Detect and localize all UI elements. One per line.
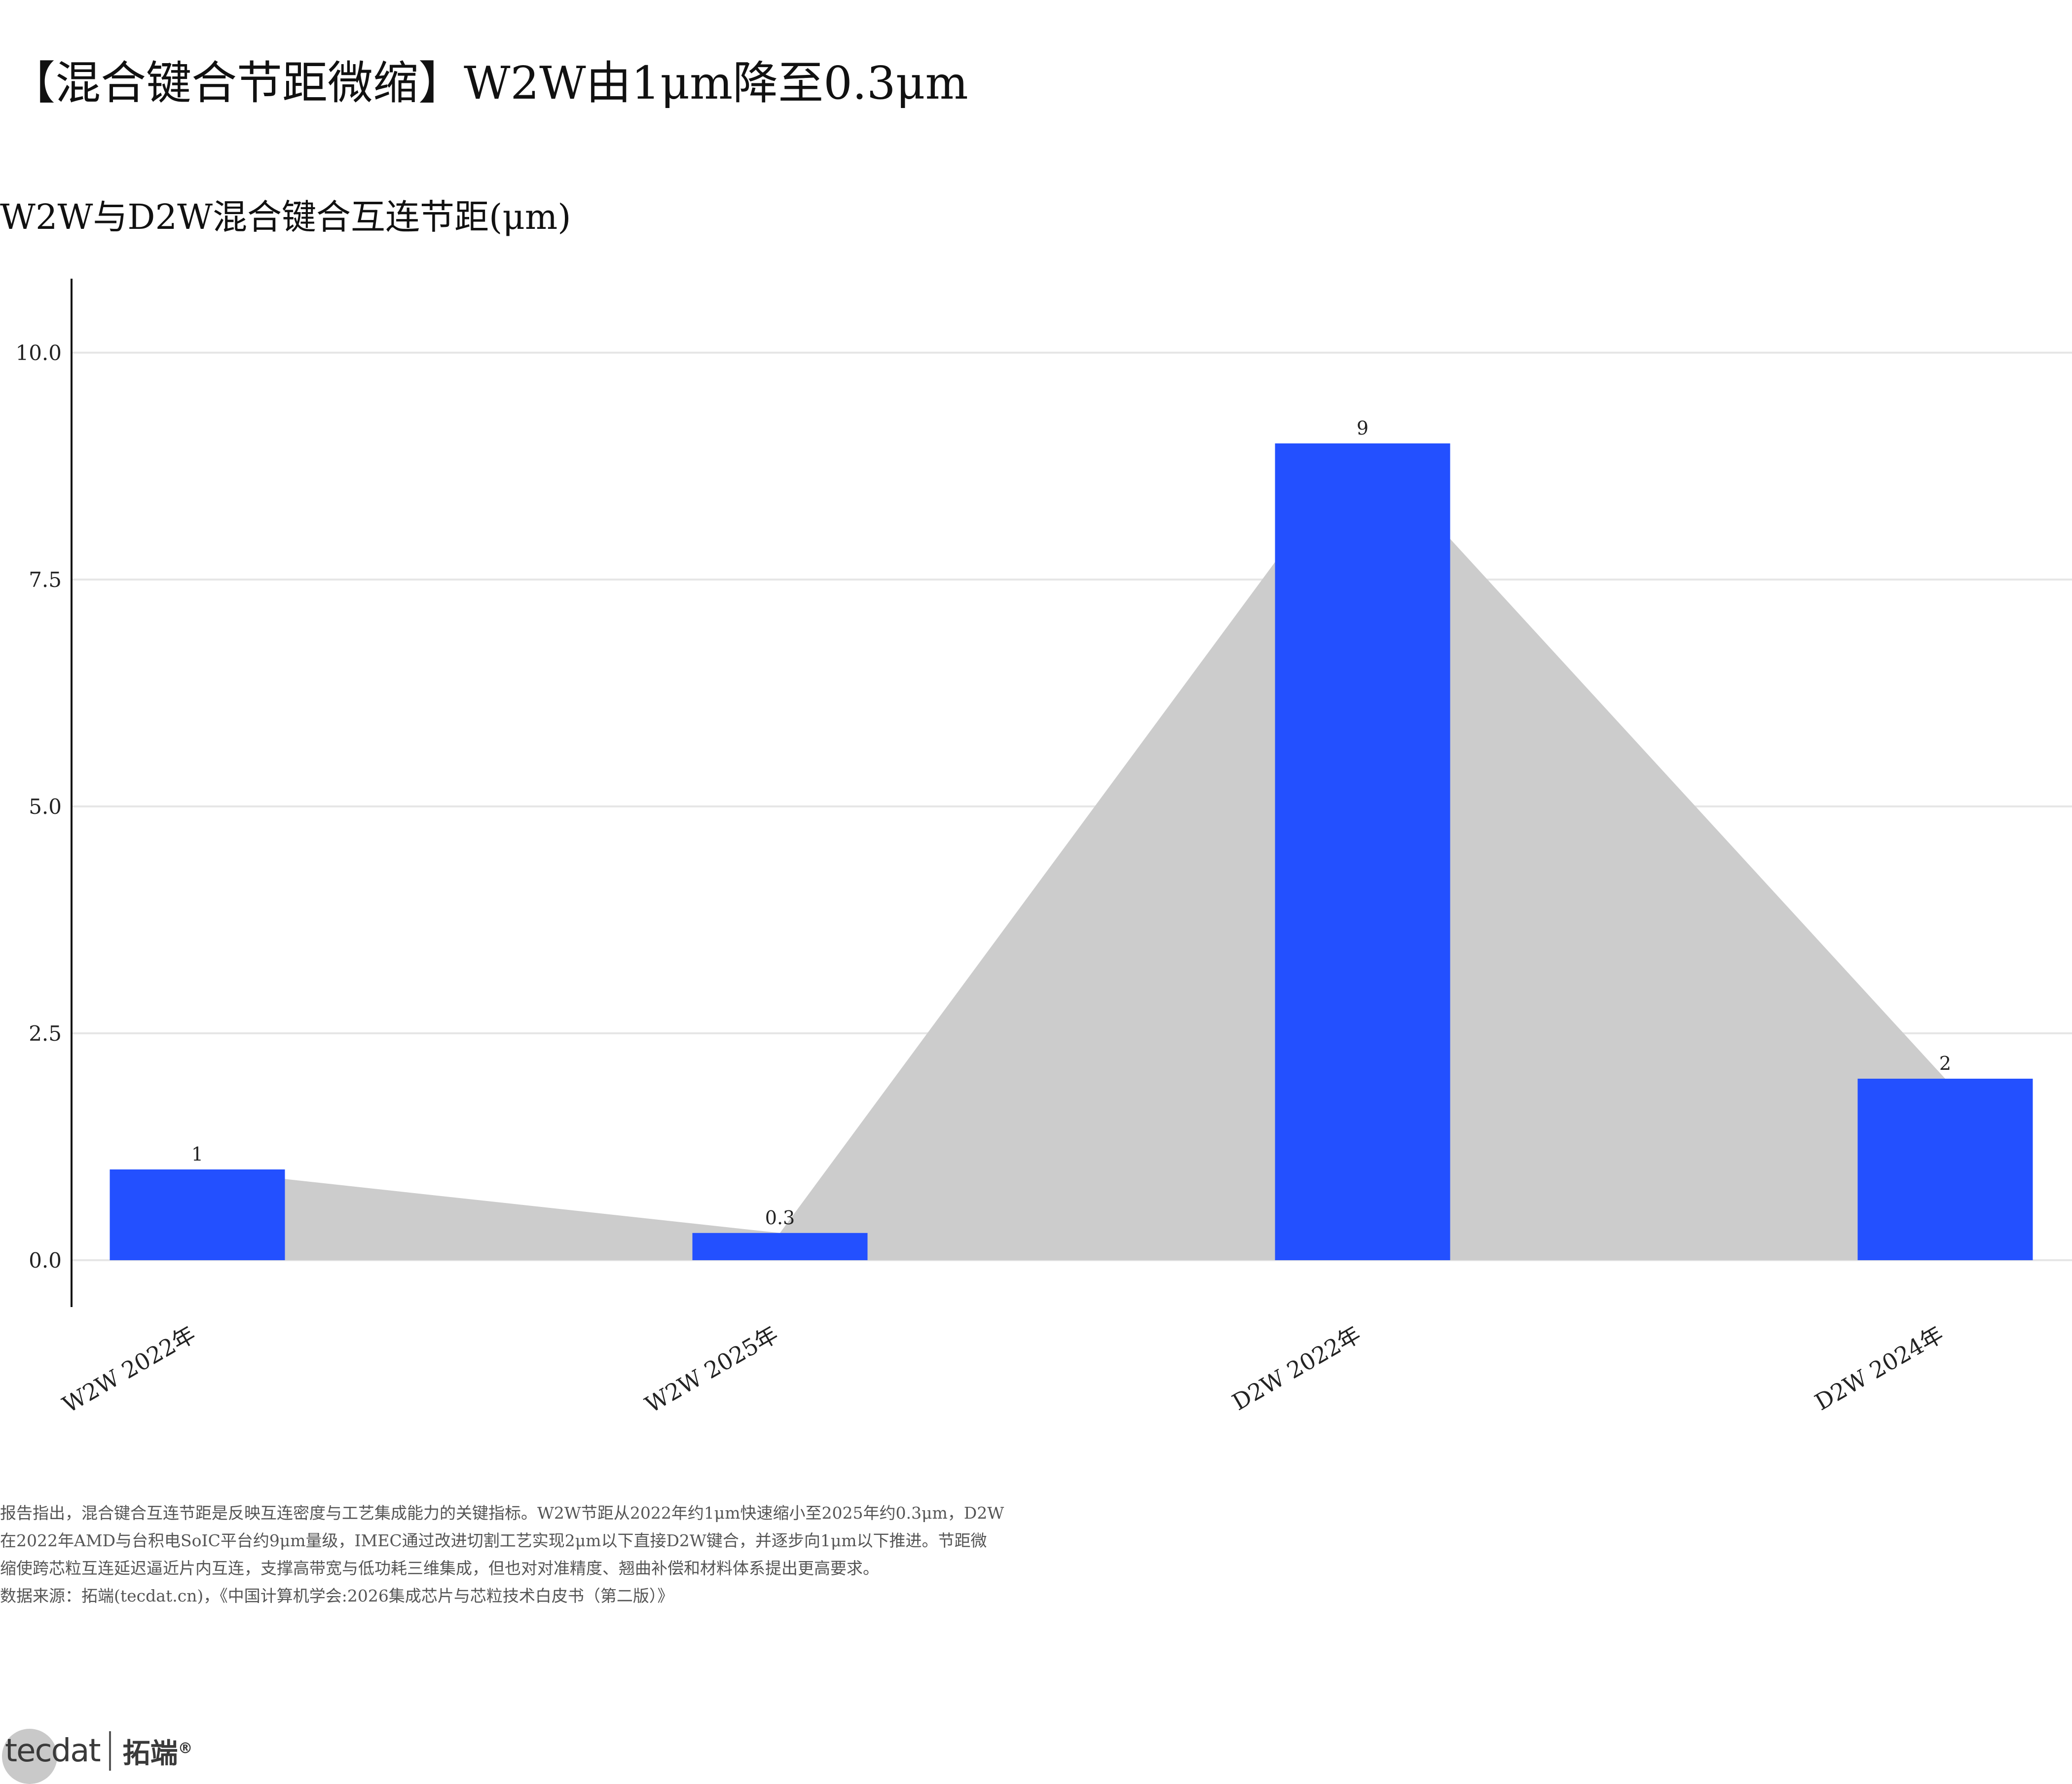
logo-mark-text: tecdat xyxy=(5,1733,101,1769)
bar-value-label: 2 xyxy=(1939,1053,1951,1074)
y-tick-label: 10.0 xyxy=(15,341,62,365)
y-tick-label: 7.5 xyxy=(29,568,62,592)
chart-subtitle: W2W与D2W混合键合互连节距(μm) xyxy=(0,197,571,237)
y-tick-label: 5.0 xyxy=(29,795,62,819)
note-line: 在2022年AMD与台积电SoIC平台约9μm量级，IMEC通过改进切割工艺实现… xyxy=(0,1531,987,1550)
data-labels: 1 0.3 9 2 xyxy=(191,417,1951,1229)
area-fill xyxy=(197,443,1945,1260)
logo-name: 拓端® xyxy=(123,1731,193,1771)
bar xyxy=(692,1233,868,1260)
x-tick-label: D2W 2024年 xyxy=(1810,1321,1948,1416)
bar xyxy=(1857,1079,2033,1260)
logo-mark: tecdat xyxy=(2,1729,101,1784)
page-title: 【混合键合节距微缩】W2W由1μm降至0.3μm xyxy=(10,57,968,109)
y-tick-label: 2.5 xyxy=(29,1021,62,1046)
registered-mark: ® xyxy=(178,1739,193,1757)
y-axis: 0.0 2.5 5.0 7.5 10.0 xyxy=(15,279,73,1307)
bar xyxy=(110,1169,285,1260)
bars xyxy=(110,443,2033,1260)
bar-value-label: 1 xyxy=(191,1143,203,1165)
y-tick-label: 0.0 xyxy=(29,1248,62,1273)
area-layer xyxy=(197,443,1945,1260)
report-note: 报告指出，混合键合互连节距是反映互连密度与工艺集成能力的关键指标。W2W节距从2… xyxy=(0,1499,1105,1610)
note-line: 缩使跨芯粒互连延迟逼近片内互连，支撑高带宽与低功耗三维集成，但也对对准精度、翘曲… xyxy=(0,1559,879,1578)
source-line: 数据来源：拓端(tecdat.cn)，《中国计算机学会:2026集成芯片与芯粒技… xyxy=(0,1586,674,1605)
x-tick-label: W2W 2025年 xyxy=(640,1321,782,1419)
brand-logo: tecdat 拓端® xyxy=(2,1724,193,1784)
x-tick-label: W2W 2022年 xyxy=(58,1321,200,1419)
logo-name-text: 拓端 xyxy=(122,1737,178,1770)
bar-value-label: 0.3 xyxy=(765,1207,795,1229)
note-line: 报告指出，混合键合互连节距是反映互连密度与工艺集成能力的关键指标。W2W节距从2… xyxy=(0,1503,1004,1523)
bar xyxy=(1275,443,1450,1260)
x-axis: W2W 2022年 W2W 2025年 D2W 2022年 D2W 2024年 xyxy=(58,1321,1948,1419)
logo-divider xyxy=(109,1731,111,1771)
x-tick-label: D2W 2022年 xyxy=(1227,1321,1365,1416)
bar-value-label: 9 xyxy=(1357,417,1369,439)
